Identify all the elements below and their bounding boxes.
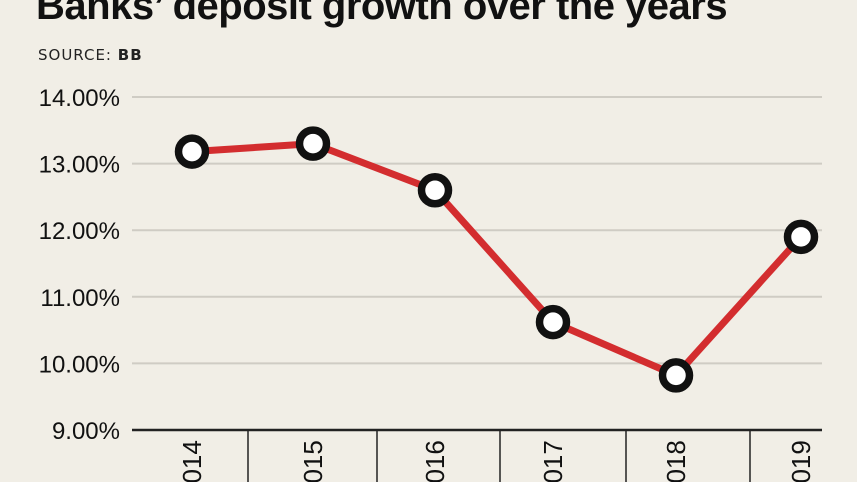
data-point-2018 [658, 358, 694, 393]
series-line [188, 140, 805, 379]
x-tick-label: 2017 [538, 440, 568, 482]
data-point-2019 [783, 219, 819, 255]
x-tick-label: 2018 [661, 440, 691, 482]
y-tick-label: 9.00% [52, 418, 120, 445]
source-value: BB [117, 46, 143, 64]
x-tick-label: 2016 [420, 440, 450, 482]
x-tick-label: 2015 [298, 440, 328, 482]
y-tick-label: 10.00% [39, 351, 120, 378]
x-tick-label: 2014 [177, 440, 207, 482]
data-point-2014 [174, 134, 210, 169]
source-label: SOURCE: [38, 46, 112, 64]
data-point-2016 [417, 172, 453, 208]
y-tick-label: 12.00% [39, 218, 120, 245]
chart-title: Banks’ deposit growth over the years [36, 0, 728, 28]
source-line: SOURCE: BB [38, 46, 143, 64]
y-tick-label: 13.00% [39, 152, 120, 179]
y-tick-label: 14.00% [39, 85, 120, 112]
x-tick-label: 2019 [786, 440, 816, 482]
y-tick-label: 11.00% [40, 285, 120, 312]
data-point-2017 [535, 304, 571, 340]
data-point-2015 [295, 126, 331, 161]
